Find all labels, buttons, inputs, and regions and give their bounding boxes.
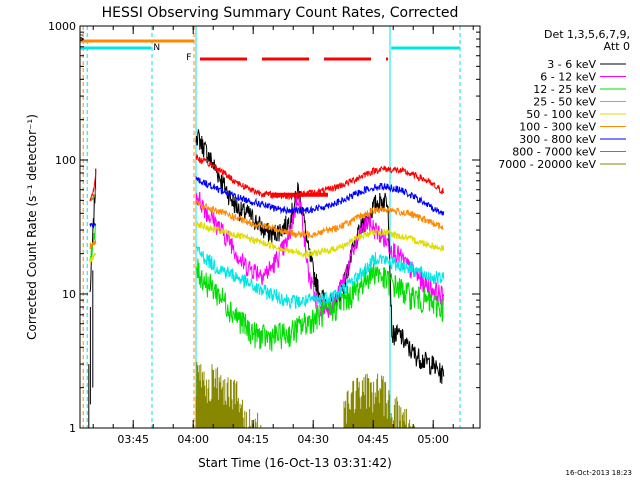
legend-label-8: 7000 - 20000 keV — [498, 158, 596, 171]
legend-label-1: 6 - 12 keV — [540, 71, 596, 84]
y-tick-label-3: 1000 — [48, 20, 76, 33]
x-tick-label-4: 04:45 — [357, 433, 389, 446]
series-6 — [89, 176, 445, 229]
x-axis-label: Start Time (16-Oct-13 03:31:42) — [198, 456, 392, 470]
legend-label-5: 100 - 300 keV — [519, 121, 596, 134]
legend-label-4: 50 - 100 keV — [526, 108, 596, 121]
series-3-segment-0 — [195, 246, 445, 311]
y-tick-label-2: 100 — [55, 154, 76, 167]
flag-label-f: F — [186, 53, 191, 63]
legend-label-2: 12 - 25 keV — [533, 83, 596, 96]
plot-frame — [79, 25, 481, 429]
series-top-segment-0 — [89, 170, 97, 202]
series-top — [89, 153, 445, 202]
timestamp: 16-Oct-2013 18:23 — [566, 469, 632, 477]
series-6-segment-0 — [89, 222, 96, 229]
series-top-segment-1 — [195, 153, 445, 201]
chart-title: HESSI Observing Summary Count Rates, Cor… — [102, 5, 459, 21]
x-tick-label-2: 04:15 — [237, 433, 269, 446]
series-5 — [89, 199, 444, 250]
series-6-segment-1 — [195, 176, 445, 216]
y-tick-label-1: 10 — [62, 288, 76, 301]
x-tick-label-3: 04:30 — [297, 433, 329, 446]
series-3 — [195, 246, 445, 311]
legend-label-6: 300 - 800 keV — [519, 133, 596, 146]
series-5-segment-1 — [195, 199, 444, 239]
legend-label-3: 25 - 50 keV — [533, 96, 596, 109]
series-4-segment-0 — [89, 252, 97, 263]
series-4-segment-1 — [195, 221, 445, 258]
x-tick-label-0: 03:45 — [117, 433, 149, 446]
series-8-segment-0 — [195, 362, 262, 428]
series-4 — [89, 221, 445, 263]
early-spikes — [88, 270, 94, 428]
x-tick-label-1: 04:00 — [177, 433, 209, 446]
series-0-segment-1 — [195, 129, 445, 384]
plot-area: SNF — [80, 26, 461, 428]
y-axis-label: Corrected Count Rate (s⁻¹ detector⁻¹) — [25, 114, 39, 340]
series-8-segment-1 — [343, 373, 415, 428]
series-5-segment-0 — [89, 239, 97, 250]
flag-label-n: N — [153, 43, 160, 53]
x-tick-label-5: 05:00 — [417, 433, 449, 446]
series-8 — [195, 362, 415, 428]
legend-label-0: 3 - 6 keV — [547, 58, 596, 71]
legend-header-2: Att 0 — [604, 40, 630, 53]
y-tick-label-0: 1 — [69, 422, 76, 435]
series-2-segment-1 — [195, 258, 445, 352]
legend-label-7: 800 - 7000 keV — [512, 146, 596, 159]
legend-header-1: Det 1,3,5,6,7,9, — [544, 28, 630, 41]
series-0 — [89, 129, 445, 384]
series-0-segment-0 — [89, 168, 97, 293]
